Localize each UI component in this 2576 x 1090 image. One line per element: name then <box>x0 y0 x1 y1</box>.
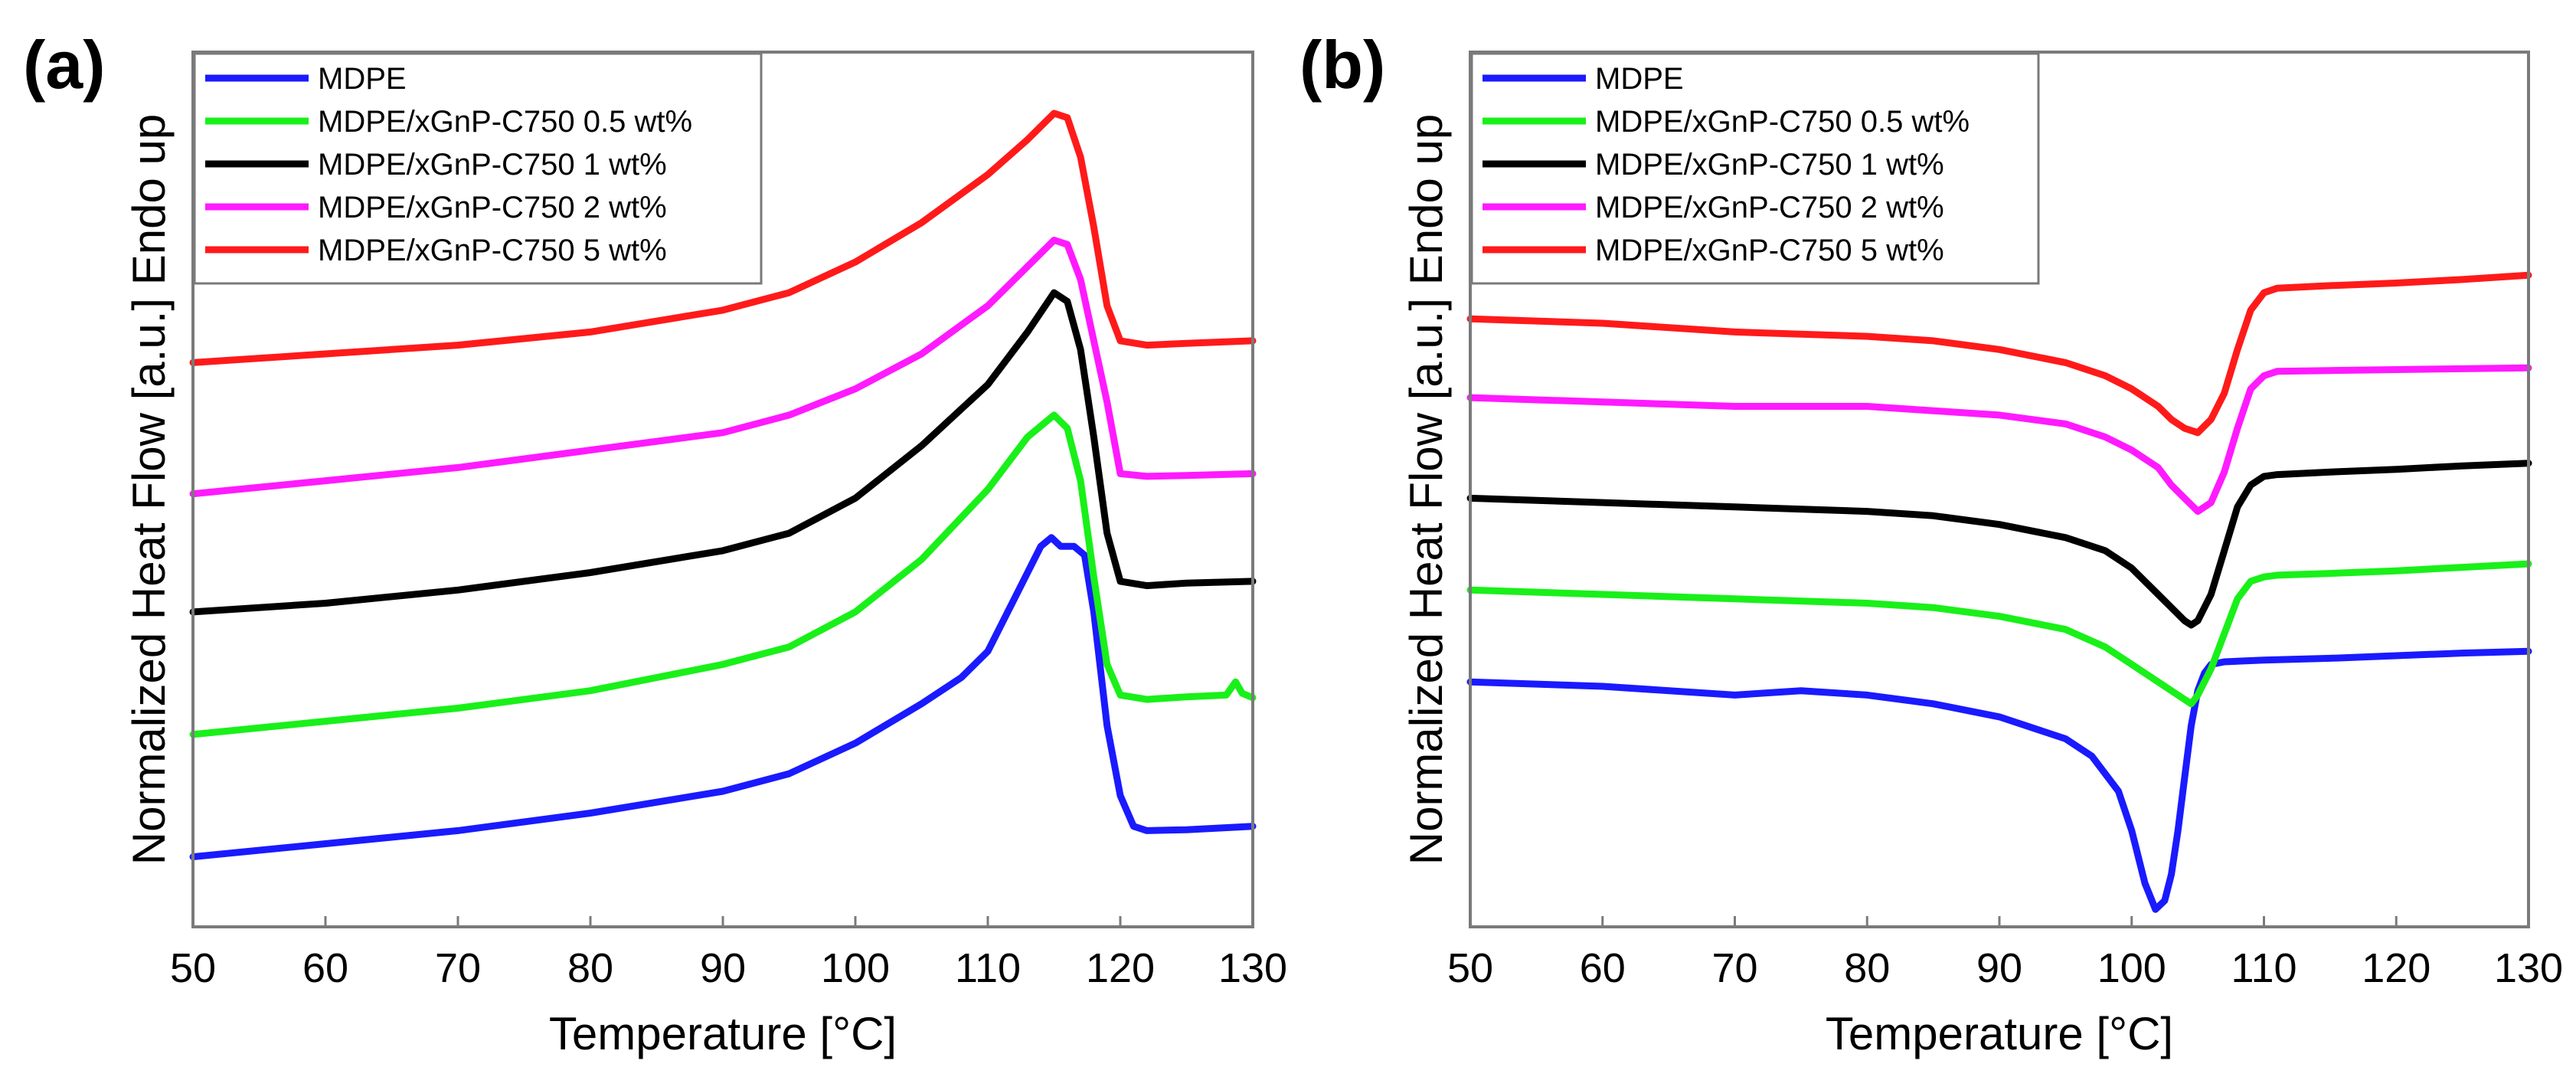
series-line-3 <box>1466 364 2532 516</box>
x-tick-label: 50 <box>170 945 216 991</box>
series-line-2 <box>189 289 1257 616</box>
legend-entry-label: MDPE/xGnP-C750 0.5 wt% <box>318 105 692 139</box>
x-tick-label: 90 <box>1976 945 2022 991</box>
x-tick-label: 90 <box>700 945 746 991</box>
x-tick-label: 100 <box>821 945 890 991</box>
series-line-3 <box>189 237 1257 498</box>
x-tick-label: 60 <box>302 945 348 991</box>
legend-entry-label: MDPE/xGnP-C750 2 wt% <box>1595 191 1944 224</box>
panel-label: (a) <box>23 27 106 103</box>
series-line-2 <box>1466 460 2532 629</box>
series-line-0 <box>1466 647 2532 913</box>
x-tick-label: 100 <box>2097 945 2166 991</box>
x-axis-label: Temperature [°C] <box>549 1008 897 1059</box>
series-line-4 <box>1466 271 2532 437</box>
legend-entry-label: MDPE <box>318 62 407 96</box>
chart-panel-b: (b) 50 60 70 80 90 100 110 120 130 Temperature [°C… <box>1299 27 2563 1059</box>
legend-entry-label: MDPE/xGnP-C750 1 wt% <box>1595 148 1944 182</box>
legend-box <box>1470 52 2040 285</box>
x-axis-label: Temperature [°C] <box>1826 1008 2173 1059</box>
legend-entry-label: MDPE <box>1595 62 1684 96</box>
legend: MDPE MDPE/xGnP-C750 0.5 wt% MDPE/xGnP-C750… <box>193 52 763 285</box>
x-tick-label: 130 <box>1218 945 1287 991</box>
y-axis-label: Normalized Heat Flow [a.u.] Endo up <box>1401 114 1452 865</box>
legend-box <box>193 52 763 285</box>
series-line-1 <box>189 411 1257 738</box>
series-line-0 <box>189 534 1257 861</box>
x-tick-label: 60 <box>1580 945 1626 991</box>
legend: MDPE MDPE/xGnP-C750 0.5 wt% MDPE/xGnP-C750… <box>1470 52 2040 285</box>
legend-entry-label: MDPE/xGnP-C750 1 wt% <box>318 148 667 182</box>
legend-entry-label: MDPE/xGnP-C750 5 wt% <box>318 234 667 267</box>
legend-entry-label: MDPE/xGnP-C750 2 wt% <box>318 191 667 224</box>
x-tick-label: 80 <box>1844 945 1890 991</box>
x-tick-label: 120 <box>1086 945 1155 991</box>
legend-entry-label: MDPE/xGnP-C750 5 wt% <box>1595 234 1944 267</box>
x-tick-label: 80 <box>567 945 613 991</box>
series-line-1 <box>1466 560 2532 708</box>
y-axis-label: Normalized Heat Flow [a.u.] Endo up <box>123 114 175 865</box>
x-tick-label: 110 <box>955 945 1021 991</box>
x-tick-label: 120 <box>2362 945 2431 991</box>
panel-label: (b) <box>1299 27 1385 103</box>
chart-panel-a: (a) 50 60 70 80 90 100 110 120 130 Temperature [°C… <box>23 27 1287 1059</box>
x-tick-label: 130 <box>2494 945 2563 991</box>
series-line-4 <box>189 110 1257 366</box>
x-tick-label: 50 <box>1447 945 1493 991</box>
x-tick-label: 70 <box>1711 945 1757 991</box>
legend-entry-label: MDPE/xGnP-C750 0.5 wt% <box>1595 105 1970 139</box>
x-tick-label: 70 <box>435 945 481 991</box>
x-tick-label: 110 <box>2231 945 2296 991</box>
